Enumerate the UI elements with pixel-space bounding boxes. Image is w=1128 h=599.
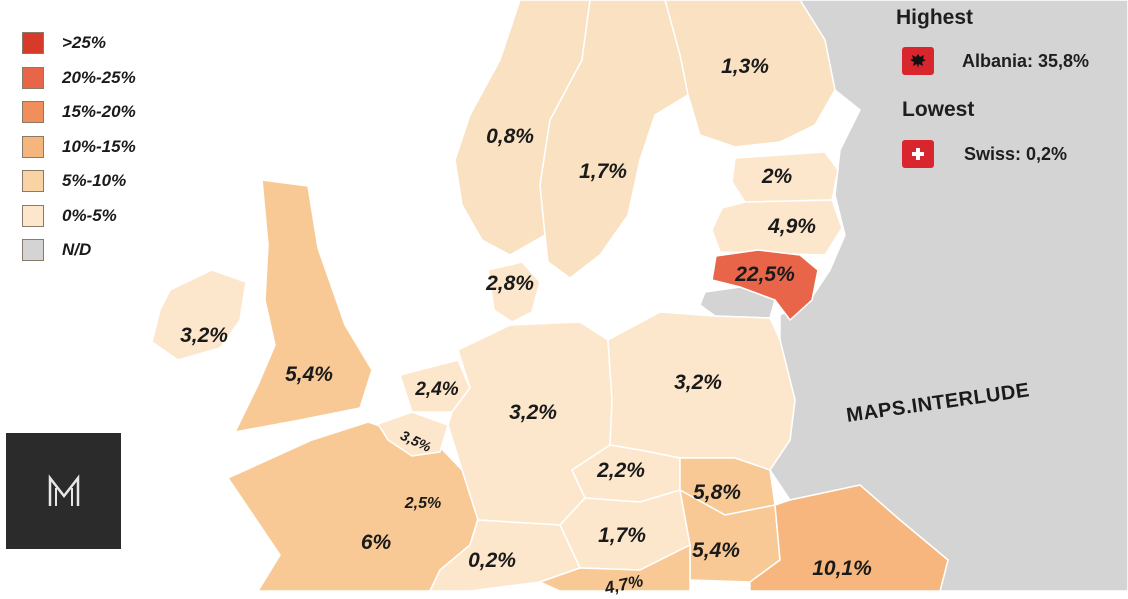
label-latvia: 4,9% [768,215,816,238]
legend-label: 20%-25% [62,67,136,87]
highest-row: Albania: 35,8% [902,47,1089,75]
region-ireland [151,269,247,361]
label-switzerland: 0,2% [468,549,516,572]
label-poland: 3,2% [674,371,722,394]
label-france: 6% [360,531,392,554]
legend-swatch [22,239,44,262]
legend-swatch [22,135,44,158]
maps-interlude-logo-icon [6,433,121,549]
legend-label: >25% [62,33,106,53]
lowest-row: Swiss: 0,2% [902,140,1067,168]
legend-item: 20%-25% [22,61,136,96]
label-sweden: 1,7% [579,160,627,183]
label-romania: 10,1% [812,557,872,580]
region-france [226,421,483,591]
label-ireland: 3,2% [180,324,228,347]
legend-item: 15%-20% [22,95,136,130]
label-netherlands: 2,4% [415,379,459,400]
label-slovakia: 5,8% [693,481,741,504]
legend-label: 5%-10% [62,171,127,191]
label-finland: 1,3% [721,55,769,78]
label-germany: 3,2% [509,401,557,424]
highest-heading: Highest [896,6,974,29]
lowest-heading: Lowest [902,98,975,121]
legend-swatch [22,32,44,55]
region-romania [749,484,949,591]
label-austria: 1,7% [598,524,646,547]
label-hungary: 5,4% [692,539,740,562]
legend-item: >25% [22,26,136,61]
label-estonia: 2% [761,165,793,188]
region-latvia [711,199,843,256]
legend-item: N/D [22,233,136,268]
albania-flag-icon [902,47,934,75]
label-czechia: 2,2% [597,459,645,482]
label-lithuania: 22,5% [735,263,795,286]
highest-text: Albania: 35,8% [962,50,1090,71]
logo-mark-icon [48,474,79,506]
legend-swatch [22,101,44,124]
label-uk: 5,4% [285,363,333,386]
region-sweden [539,0,689,279]
legend: >25% 20%-25% 15%-20% 10%-15% 5%-10% 0%-5… [22,26,136,268]
legend-swatch [22,66,44,89]
legend-swatch [22,170,44,193]
legend-label: 10%-15% [62,136,136,156]
legend-swatch [22,204,44,227]
swiss-flag-icon [902,140,934,168]
label-luxembourg: 2,5% [404,495,442,512]
region-uk [233,179,373,434]
label-denmark: 2,8% [486,272,534,295]
legend-item: 5%-10% [22,164,136,199]
label-norway: 0,8% [486,125,534,148]
legend-label: N/D [62,240,92,260]
swiss-cross-icon [912,148,924,160]
eagle-icon [910,54,926,68]
legend-label: 15%-20% [62,102,136,122]
legend-item: 0%-5% [22,199,136,234]
region-lithuania [711,249,819,322]
region-denmark [487,261,541,323]
legend-item: 10%-15% [22,130,136,165]
region-slovenia [537,543,691,591]
lowest-text: Swiss: 0,2% [964,143,1068,164]
legend-label: 0%-5% [62,205,117,225]
